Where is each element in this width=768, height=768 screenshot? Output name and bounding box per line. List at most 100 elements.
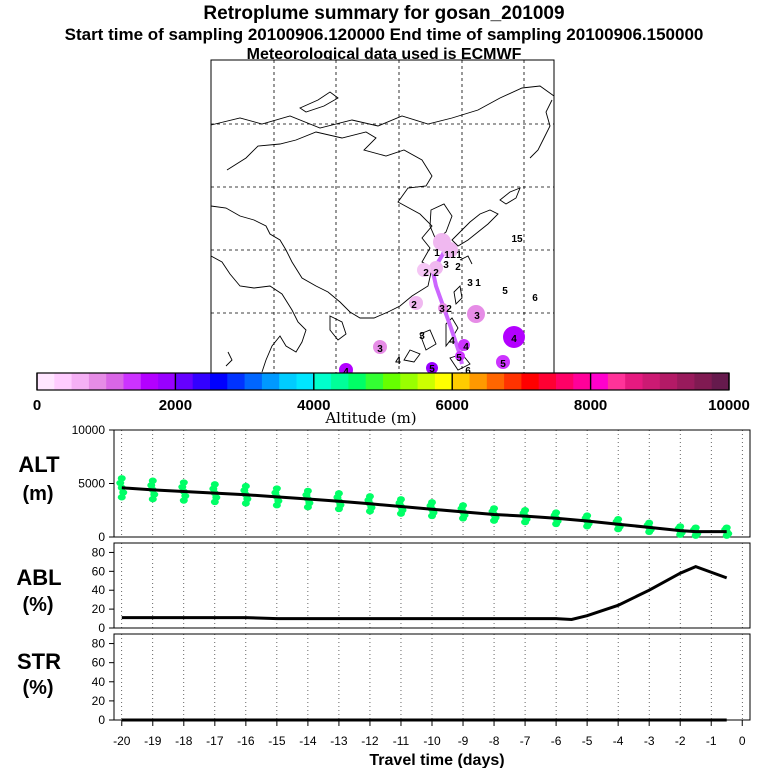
plume-cluster-dot bbox=[373, 340, 387, 354]
sampling-time-line: Start time of sampling 20100906.120000 E… bbox=[64, 25, 704, 44]
colorbar-swatch bbox=[88, 373, 107, 390]
altitude-cluster-dot bbox=[583, 523, 592, 530]
abl-panel: 0 20 40 60 80 ABL (%) bbox=[16, 542, 751, 635]
colorbar-tick-label: 4000 bbox=[297, 397, 330, 414]
str-panel: 0 20 40 60 80 STR (%) bbox=[17, 633, 751, 727]
colorbar-swatch bbox=[383, 373, 401, 390]
x-tick-label: -19 bbox=[144, 734, 162, 748]
altitude-cluster-dot bbox=[552, 520, 561, 528]
colorbar-swatch bbox=[590, 373, 609, 390]
colorbar-swatch bbox=[331, 373, 349, 390]
plume-cluster-label: 6 bbox=[532, 293, 538, 304]
y-axis-label: STR bbox=[17, 649, 61, 674]
colorbar-swatch bbox=[175, 373, 194, 390]
colorbar-tick-label: 0 bbox=[33, 397, 41, 414]
x-tick-label: -6 bbox=[551, 734, 562, 748]
colorbar-tick-label: 6000 bbox=[436, 397, 469, 414]
colorbar-swatch bbox=[677, 373, 695, 390]
plume-cluster-label: 2 bbox=[423, 268, 429, 279]
colorbar-swatch bbox=[573, 373, 592, 390]
colorbar-swatch bbox=[71, 373, 90, 390]
colorbar-swatch bbox=[106, 373, 124, 390]
altitude-cluster-dot bbox=[179, 497, 188, 504]
plume-cluster-label: 1 bbox=[450, 250, 456, 261]
y-axis-label: ABL bbox=[16, 565, 61, 590]
y-axis-unit: (%) bbox=[22, 677, 53, 699]
plume-cluster-dot bbox=[496, 355, 510, 369]
y-tick-label: 5000 bbox=[78, 477, 105, 491]
plume-cluster-dot bbox=[503, 326, 525, 348]
colorbar-swatch bbox=[140, 373, 159, 390]
y-axis-label: ALT bbox=[18, 452, 60, 477]
plume-cluster-label: 4 bbox=[395, 356, 401, 367]
y-axis-unit: (m) bbox=[22, 483, 53, 505]
colorbar-swatch bbox=[659, 373, 678, 390]
plume-cluster-label: 3 bbox=[439, 304, 445, 315]
plume-cluster-label: 1 bbox=[475, 278, 481, 289]
y-tick-label: 40 bbox=[92, 675, 106, 689]
x-tick-label: -4 bbox=[613, 734, 624, 748]
x-tick-label: -8 bbox=[489, 734, 500, 748]
x-tick-label: -9 bbox=[458, 734, 469, 748]
plume-cluster-label: 2 bbox=[446, 304, 452, 315]
colorbar-swatch bbox=[54, 373, 73, 390]
altitude-cluster-dot bbox=[272, 502, 281, 509]
panel-frame bbox=[113, 633, 751, 721]
met-data-line: Meteorological data used is ECMWF bbox=[246, 46, 522, 63]
map-frame bbox=[210, 59, 555, 374]
altitude-cluster-dot bbox=[117, 494, 126, 501]
altitude-cluster-dot bbox=[303, 503, 312, 511]
colorbar-swatch bbox=[434, 373, 453, 390]
plume-cluster-label: 5 bbox=[500, 359, 506, 370]
x-tick-label: -1 bbox=[706, 734, 717, 748]
colorbar-swatch bbox=[400, 373, 419, 390]
plume-cluster-label: 15 bbox=[511, 234, 523, 245]
y-tick-label: 60 bbox=[92, 564, 106, 578]
altitude-cluster-dot bbox=[645, 528, 654, 536]
plume-cluster-dot bbox=[455, 351, 465, 361]
plume-cluster-label: 5 bbox=[429, 364, 435, 375]
alt-panel: 0 5000 10000 ALT (m) bbox=[18, 423, 751, 544]
plume-cluster-label: 4 bbox=[511, 334, 517, 345]
colorbar-tick-label: 10000 bbox=[708, 397, 750, 414]
colorbar-swatch bbox=[210, 373, 228, 390]
colorbar-swatch bbox=[296, 373, 315, 390]
colorbar-swatch bbox=[607, 373, 626, 390]
altitude-cluster-dot bbox=[365, 508, 374, 515]
colorbar-swatch bbox=[227, 373, 246, 390]
plume-cluster-label: 2 bbox=[455, 262, 461, 273]
plume-cluster-dot bbox=[409, 296, 423, 310]
colorbar-swatch bbox=[694, 373, 713, 390]
colorbar-tick-label: 8000 bbox=[574, 397, 607, 414]
colorbar-swatch bbox=[313, 373, 332, 390]
y-tick-label: 40 bbox=[92, 583, 106, 597]
y-tick-label: 80 bbox=[92, 545, 106, 559]
plume-cluster-label: 3 bbox=[443, 260, 449, 271]
plume-cluster-label: 5 bbox=[502, 286, 508, 297]
series-line bbox=[121, 486, 727, 534]
colorbar-swatch bbox=[538, 373, 557, 390]
y-tick-label: 60 bbox=[92, 656, 106, 670]
y-tick-label: 10000 bbox=[72, 423, 106, 437]
travel-time-axis: -20 -19 -18 -17 -16 -15 -14 -13 -12 -11 -10 -9 -8 -7-… bbox=[113, 720, 746, 768]
plume-cluster-dot bbox=[438, 303, 448, 313]
colorbar-swatch bbox=[521, 373, 540, 390]
altitude-cluster-dot bbox=[614, 525, 623, 533]
plume-cluster-label: 3 bbox=[419, 331, 425, 342]
plume-cluster-dot bbox=[426, 362, 438, 374]
x-tick-label: -2 bbox=[675, 734, 686, 748]
altitude-cluster-dot bbox=[459, 515, 468, 522]
colorbar-swatch bbox=[158, 373, 176, 390]
colorbar-swatch bbox=[625, 373, 643, 390]
plume-cluster-dot bbox=[429, 261, 443, 275]
plume-cluster-label: 3 bbox=[474, 311, 480, 322]
colorbar-tick-label: 2000 bbox=[159, 397, 192, 414]
y-tick-label: 20 bbox=[92, 694, 106, 708]
plume-cluster-dot bbox=[442, 242, 458, 258]
plume-cluster-label: 1 bbox=[444, 250, 450, 261]
x-tick-label: -5 bbox=[582, 734, 593, 748]
altitude-cluster-dot bbox=[521, 518, 530, 526]
colorbar-swatch bbox=[642, 373, 661, 390]
x-tick-label: -3 bbox=[644, 734, 655, 748]
